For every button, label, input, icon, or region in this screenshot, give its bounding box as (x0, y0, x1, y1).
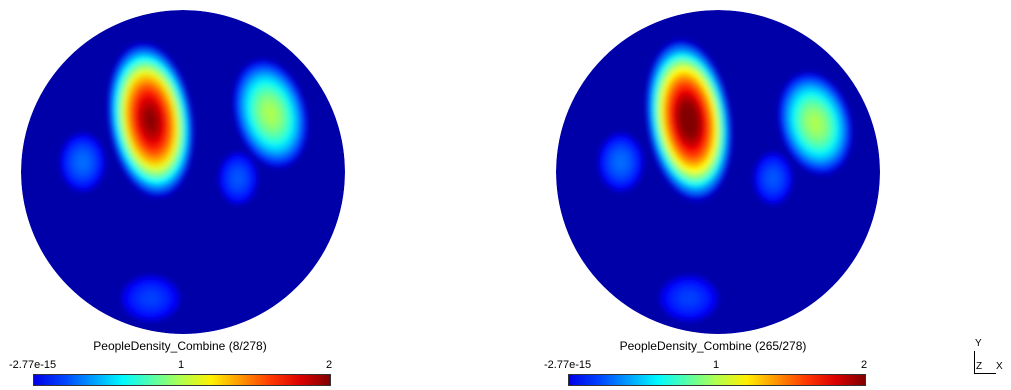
density-blob-2 (598, 133, 644, 192)
axis-x-label: X (996, 361, 1003, 372)
density-blob-3 (753, 152, 793, 205)
axis-y-label: Y (975, 338, 982, 349)
density-blob-1 (778, 72, 853, 175)
density-blob-0 (107, 42, 194, 198)
heatmap-panel-left: PeopleDensity_Combine (8/278) -2.77e-15 … (0, 0, 400, 390)
axis-y-line (974, 351, 975, 373)
colorbar-min-label-left: -2.77e-15 (9, 359, 57, 371)
density-contour (686, 296, 692, 301)
colorbar-max-label-right: 2 (861, 359, 868, 371)
density-contour (771, 176, 775, 181)
colorbar-right (568, 374, 866, 386)
density-contour (267, 109, 274, 119)
density-contour (685, 113, 693, 127)
density-map-right (556, 10, 880, 334)
colorbar-title-right: PeopleDensity_Combine (265/278) (619, 339, 807, 353)
axes-orientation-triad: Y Z X (965, 338, 1005, 378)
density-blob-4 (659, 275, 718, 322)
density-contour (148, 296, 154, 301)
density-blob-3 (218, 152, 258, 205)
colorbar-title-left: PeopleDensity_Combine (8/278) (93, 339, 267, 353)
colorbar-min-label-right: -2.77e-15 (544, 359, 592, 371)
colorbar-left (33, 374, 331, 386)
density-blob-2 (59, 133, 106, 192)
heatmap-panel-right: PeopleDensity_Combine (265/278) -2.77e-1… (535, 0, 935, 390)
density-map-left (21, 10, 345, 334)
density-contour (236, 176, 240, 181)
density-contour (80, 159, 85, 165)
density-blob-4 (121, 275, 180, 322)
colorbar-mid-label-left: 1 (178, 359, 185, 371)
density-blob-0 (645, 39, 733, 201)
colorbar-mid-label-right: 1 (713, 359, 720, 371)
density-contour (618, 159, 623, 165)
density-blob-1 (233, 59, 308, 168)
colorbar-max-label-left: 2 (326, 359, 333, 371)
axis-z-label: Z (976, 361, 983, 372)
density-contour (147, 113, 155, 127)
axis-x-line (974, 373, 996, 374)
density-contour (812, 119, 819, 128)
